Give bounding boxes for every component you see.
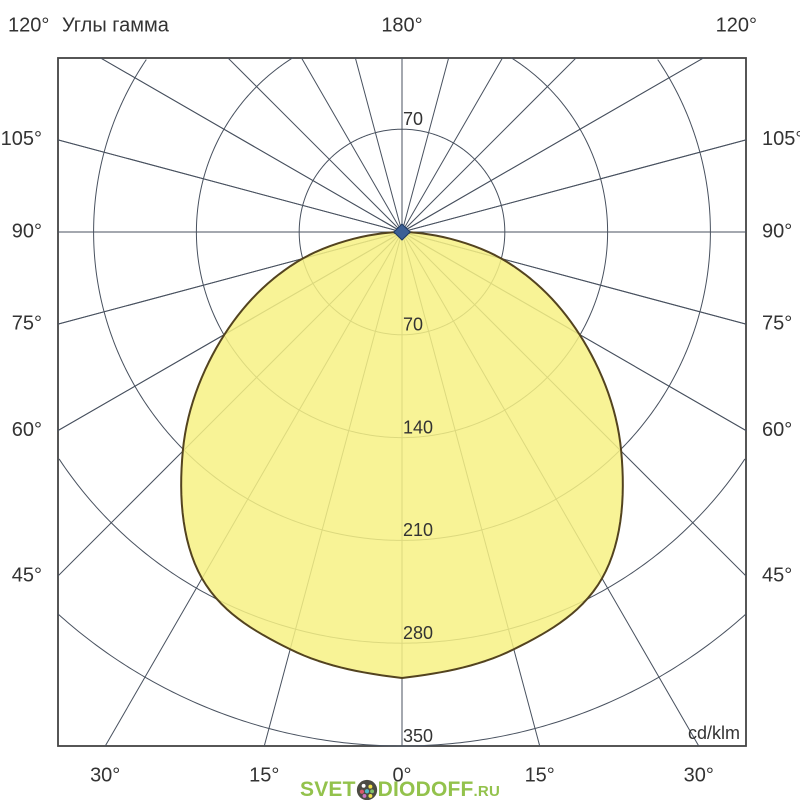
svg-text:70: 70	[403, 315, 423, 335]
svg-text:75°: 75°	[762, 312, 792, 334]
svg-text:120°: 120°	[8, 14, 49, 36]
svg-text:75°: 75°	[12, 312, 42, 334]
svg-text:280: 280	[403, 623, 433, 643]
svg-text:70: 70	[403, 109, 423, 129]
svg-text:120°: 120°	[716, 14, 757, 36]
svg-text:45°: 45°	[762, 564, 792, 586]
svg-text:90°: 90°	[12, 220, 42, 242]
svg-text:45°: 45°	[12, 564, 42, 586]
svg-text:105°: 105°	[1, 128, 42, 150]
svg-text:180°: 180°	[381, 14, 422, 36]
svg-text:60°: 60°	[12, 419, 42, 441]
svg-text:Углы гамма: Углы гамма	[62, 14, 170, 36]
svg-text:cd/klm: cd/klm	[688, 723, 740, 743]
svg-text:90°: 90°	[762, 220, 792, 242]
svg-text:350: 350	[403, 726, 433, 746]
svg-text:210: 210	[403, 520, 433, 540]
svg-text:60°: 60°	[762, 419, 792, 441]
svg-text:140: 140	[403, 417, 433, 437]
svg-text:105°: 105°	[762, 128, 800, 150]
